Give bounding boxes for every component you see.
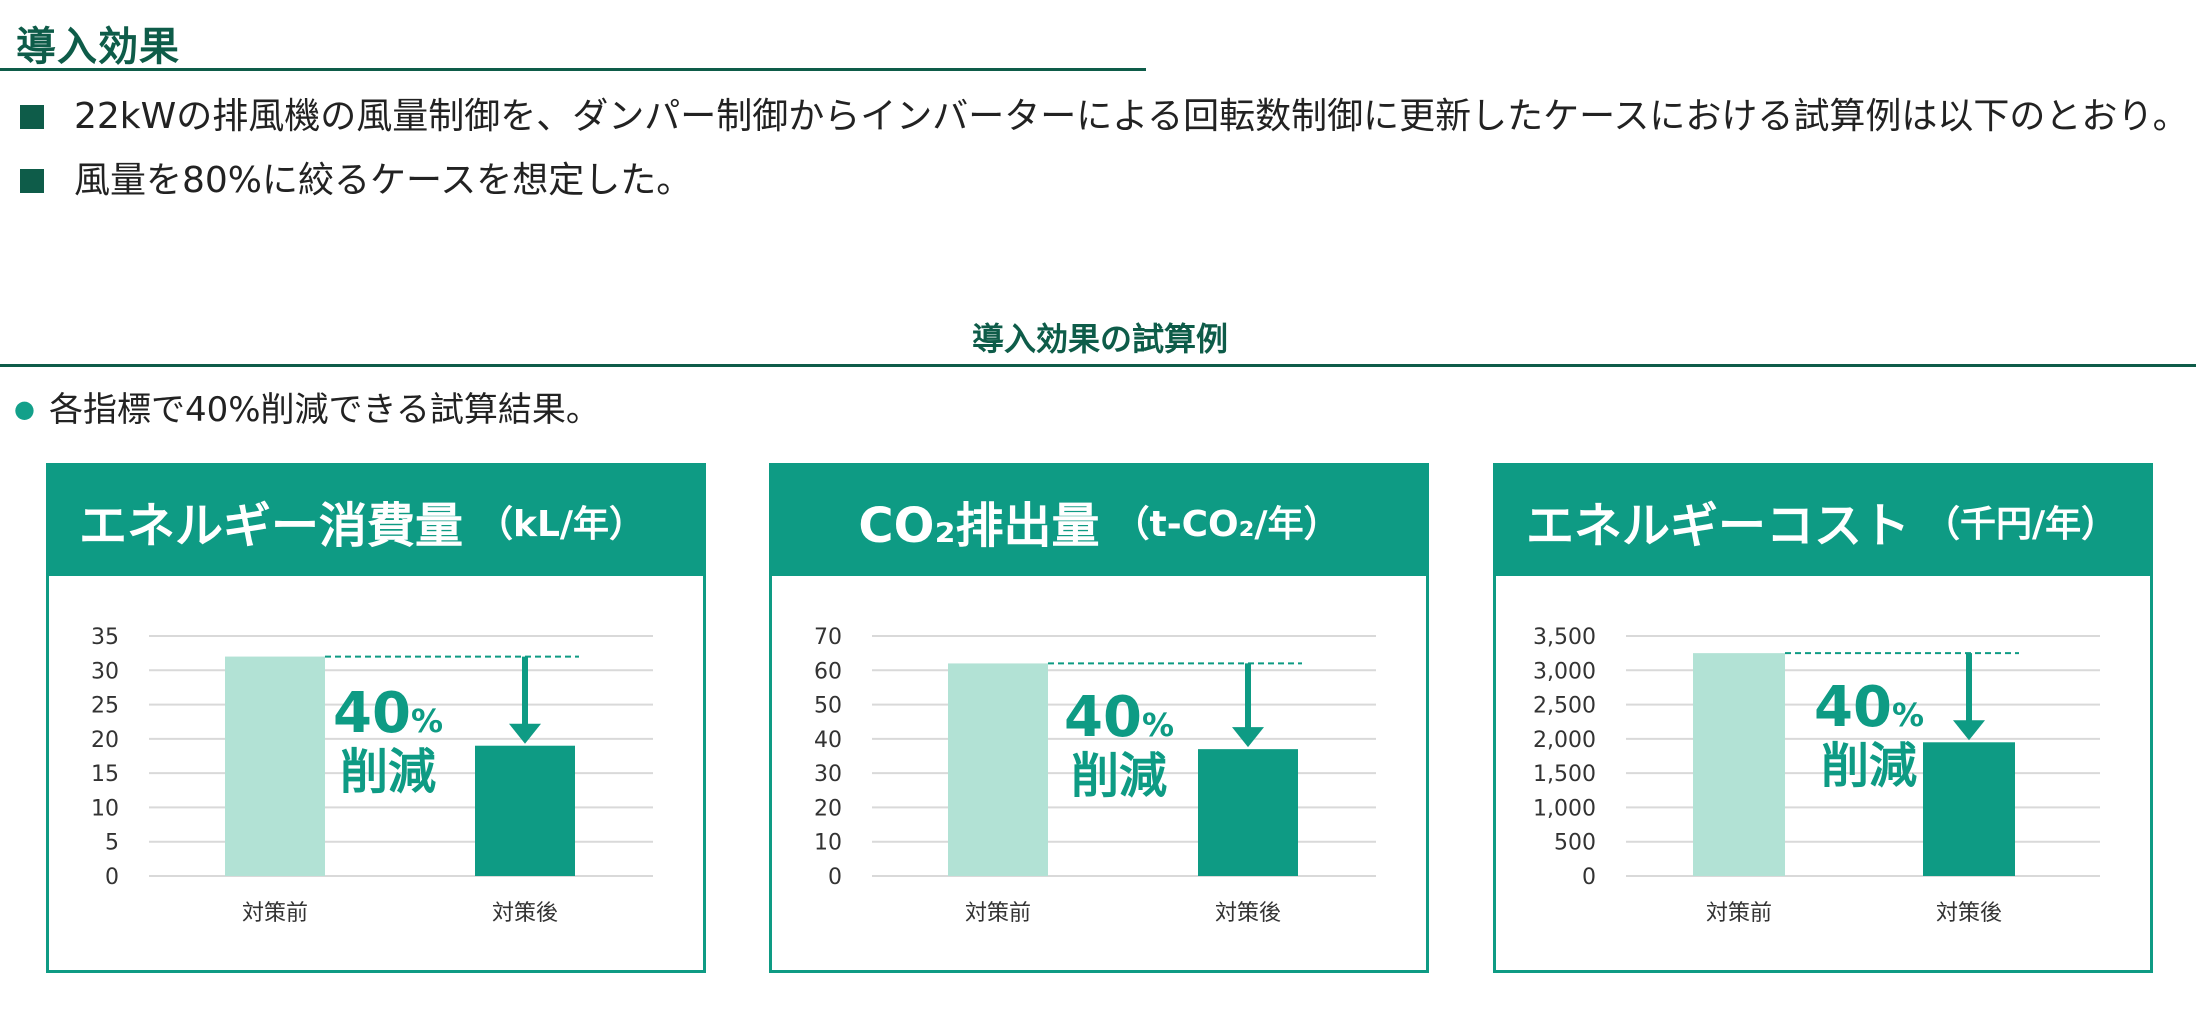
y-tick-label: 1,500 xyxy=(1533,762,1596,787)
square-bullet-icon xyxy=(20,105,44,129)
y-tick-label: 20 xyxy=(91,728,119,753)
y-tick-label: 2,000 xyxy=(1533,728,1596,753)
panel-title: エネルギー消費量 xyxy=(79,498,464,554)
y-tick-label: 5 xyxy=(105,831,119,856)
panel-title: CO₂排出量 xyxy=(858,498,1100,554)
bar-chart: 0 5 10 15 20 25 30 35 対策前 対策後 40% 削減 xyxy=(49,576,703,970)
bar-chart-svg: 0 5 10 15 20 25 30 35 対策前 対策後 xyxy=(91,625,653,926)
x-tick-label: 対策後 xyxy=(492,901,558,926)
panel-unit: （t-CO₂/年） xyxy=(1113,504,1340,545)
reduction-word: 削減 xyxy=(1820,738,1917,794)
y-tick-label: 0 xyxy=(828,865,842,890)
reduction-word: 削減 xyxy=(339,744,436,800)
y-tick-label: 25 xyxy=(91,694,119,719)
y-tick-label: 35 xyxy=(91,625,119,650)
section-title: 導入効果の試算例 xyxy=(971,320,1228,358)
x-tick-label: 対策前 xyxy=(242,901,308,926)
reduction-number: 40 xyxy=(333,681,411,746)
reduction-label: 40% 削減 xyxy=(1814,680,1924,794)
bar xyxy=(1198,749,1298,876)
y-tick-label: 40 xyxy=(814,728,842,753)
chart-panel-cost: エネルギーコスト （千円/年） 0 500 1,000 1,500 2,000 2,500 3… xyxy=(1493,463,2153,973)
bar xyxy=(225,656,325,876)
panel-title: エネルギーコスト xyxy=(1526,498,1911,554)
x-tick-label: 対策後 xyxy=(1215,901,1281,926)
y-tick-label: 500 xyxy=(1554,831,1596,856)
note: ● 各指標で40%削減できる試算結果。 xyxy=(14,388,600,435)
reduction-arrow-head xyxy=(509,723,541,744)
reduction-arrow-head xyxy=(1953,720,1985,741)
bar xyxy=(475,745,575,876)
bar xyxy=(1693,653,1785,876)
y-tick-label: 2,500 xyxy=(1533,694,1596,719)
chart-panel-co2: CO₂排出量 （t-CO₂/年） 0 10 20 30 40 50 60 70 対策前 対策後 40… xyxy=(769,463,1429,973)
note-text: 各指標で40%削減できる試算結果。 xyxy=(48,390,600,430)
bar-chart-svg: 0 10 20 30 40 50 60 70 対策前 対策後 xyxy=(814,625,1376,926)
panel-header: エネルギーコスト （千円/年） xyxy=(1496,466,2150,576)
reduction-number: 40 xyxy=(1814,675,1892,740)
page-title: 導入効果 xyxy=(16,24,180,70)
bar xyxy=(1923,742,2015,876)
square-bullet-icon xyxy=(20,169,44,193)
y-tick-label: 10 xyxy=(814,831,842,856)
bar xyxy=(948,663,1048,876)
bar-chart-svg: 0 500 1,000 1,500 2,000 2,500 3,000 3,500 対策前 対策後 xyxy=(1533,625,2100,926)
reduction-number: 40 xyxy=(1064,685,1142,750)
x-tick-label: 対策前 xyxy=(965,901,1031,926)
panel-header: CO₂排出量 （t-CO₂/年） xyxy=(772,466,1426,576)
reduction-percent: % xyxy=(1141,706,1174,744)
dot-bullet-icon: ● xyxy=(14,395,35,423)
y-tick-label: 0 xyxy=(105,865,119,890)
bar-chart: 0 10 20 30 40 50 60 70 対策前 対策後 40% 削減 xyxy=(772,576,1426,970)
y-tick-label: 15 xyxy=(91,762,119,787)
y-tick-label: 70 xyxy=(814,625,842,650)
x-tick-label: 対策後 xyxy=(1936,901,2002,926)
y-tick-label: 50 xyxy=(814,694,842,719)
bar-chart: 0 500 1,000 1,500 2,000 2,500 3,000 3,500 対策前 対策後… xyxy=(1496,576,2150,970)
section-divider xyxy=(0,364,2196,367)
x-tick-label: 対策前 xyxy=(1706,901,1772,926)
bullet-text: 風量を80%に絞るケースを想定した。 xyxy=(74,160,693,201)
reduction-percent: % xyxy=(410,702,443,740)
y-tick-label: 3,000 xyxy=(1533,659,1596,684)
panel-unit: （kL/年） xyxy=(477,504,646,545)
chart-panel-energy: エネルギー消費量 （kL/年） 0 5 10 15 20 25 30 35 対策前 対策後 40% … xyxy=(46,463,706,973)
y-tick-label: 60 xyxy=(814,659,842,684)
reduction-arrow-head xyxy=(1232,727,1264,748)
y-tick-label: 20 xyxy=(814,796,842,821)
reduction-percent: % xyxy=(1891,696,1924,734)
y-tick-label: 30 xyxy=(91,659,119,684)
panel-unit: （千円/年） xyxy=(1924,504,2118,545)
y-tick-label: 0 xyxy=(1582,865,1596,890)
panel-header: エネルギー消費量 （kL/年） xyxy=(49,466,703,576)
reduction-word: 削減 xyxy=(1070,748,1167,804)
title-divider xyxy=(0,68,1146,71)
y-tick-label: 30 xyxy=(814,762,842,787)
reduction-label: 40% 削減 xyxy=(333,686,443,800)
y-tick-label: 10 xyxy=(91,796,119,821)
bullet-text: 22kWの排風機の風量制御を、ダンパー制御からインバーターによる回転数制御に更新… xyxy=(74,96,2189,137)
y-tick-label: 3,500 xyxy=(1533,625,1596,650)
reduction-label: 40% 削減 xyxy=(1064,690,1174,804)
y-tick-label: 1,000 xyxy=(1533,796,1596,821)
